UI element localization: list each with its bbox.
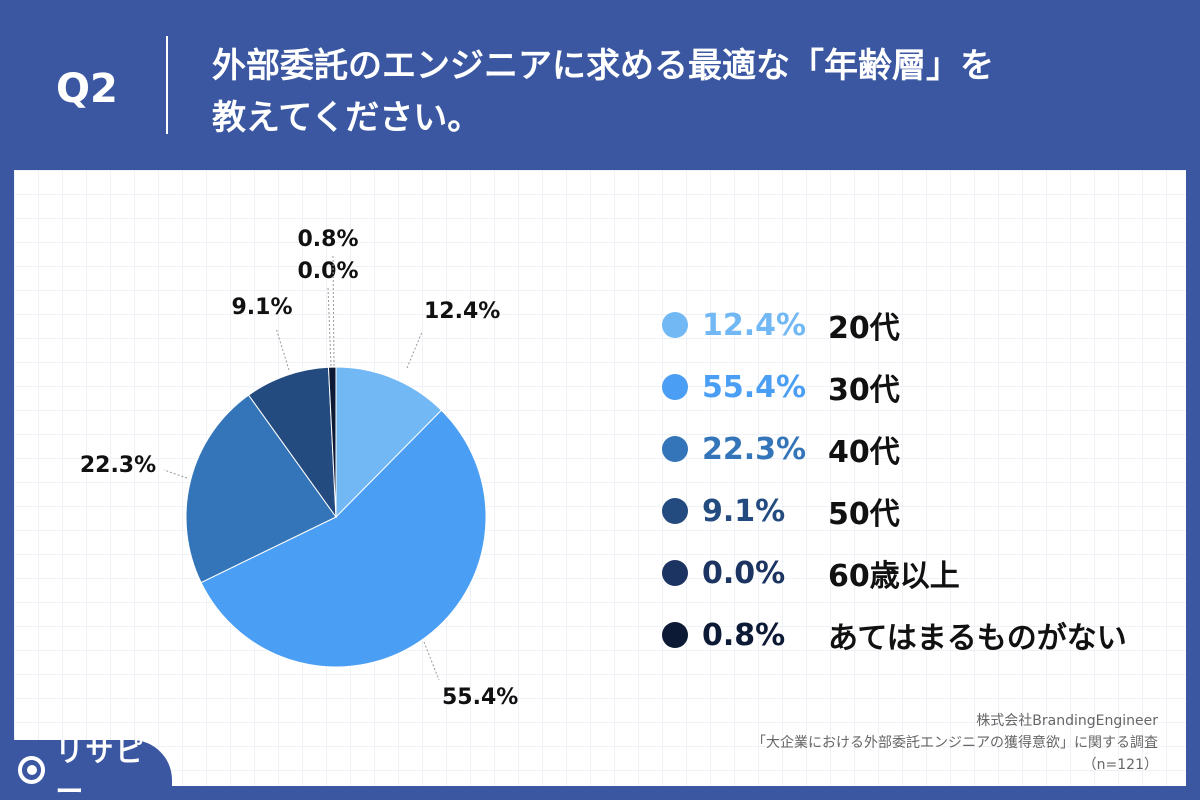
- data-label-3: 22.3%: [80, 453, 156, 478]
- legend-item: 55.4% 30代: [662, 356, 1127, 418]
- header-divider: [166, 36, 168, 134]
- legend-item: 22.3% 40代: [662, 418, 1127, 480]
- data-label-1: 12.4%: [424, 299, 500, 324]
- leader-line-1: [406, 331, 423, 369]
- pie-slice-6: [327, 366, 337, 518]
- source-company: 株式会社BrandingEngineer: [976, 713, 1158, 729]
- pie-chart: 12.4% 55.4% 22.3% 9.1%0.0% 0.8%: [80, 227, 518, 710]
- pie-slice-2: [200, 409, 487, 668]
- legend-value: 0.8%: [702, 617, 786, 653]
- legend-value: 22.3%: [702, 431, 807, 467]
- legend-value: 0.0%: [702, 555, 786, 591]
- question-number: Q2: [56, 66, 118, 112]
- chart-legend: 12.4% 20代 55.4% 30代 22.3% 40代 9.1% 50代 0.0% 60歳以上…: [662, 294, 1127, 666]
- legend-swatch: [662, 498, 688, 524]
- brand-badge: リサピー: [0, 735, 172, 800]
- legend-item: 9.1% 50代: [662, 480, 1127, 542]
- legend-swatch: [662, 312, 688, 338]
- brand-name: リサピー: [55, 735, 146, 800]
- question-title-line-2: 教えてください。: [212, 98, 482, 138]
- data-label-5: 0.0%: [297, 259, 358, 284]
- legend-label: 60歳以上: [828, 559, 960, 594]
- legend-label: あてはまるものがない: [828, 621, 1127, 656]
- location-pin-icon: [18, 756, 46, 784]
- source-sample: （n=121）: [1082, 757, 1158, 773]
- chart-panel: 12.4% 55.4% 22.3% 9.1% 0.0% 0.8% 12.4% 20代 55.4…: [14, 170, 1186, 786]
- legend-label: 30代: [828, 373, 900, 408]
- legend-swatch: [662, 560, 688, 586]
- source-note: 株式会社BrandingEngineer 「大企業における外部委託エンジニアの獲…: [752, 710, 1158, 776]
- legend-label: 50代: [828, 497, 900, 532]
- leader-line-3: [163, 469, 188, 479]
- legend-swatch: [662, 374, 688, 400]
- legend-value: 12.4%: [702, 307, 807, 343]
- legend-label: 40代: [828, 435, 900, 470]
- legend-item: 0.0% 60歳以上: [662, 542, 1127, 604]
- leader-line-2: [423, 641, 440, 681]
- question-title: 外部委託のエンジニアに求める最適な「年齢層」を 教えてください。: [212, 40, 1112, 144]
- leader-line-4: [275, 327, 290, 371]
- legend-item: 12.4% 20代: [662, 294, 1127, 356]
- leader-line-5: [327, 287, 332, 367]
- pie-slice-1: [335, 366, 443, 519]
- legend-value: 9.1%: [702, 493, 786, 529]
- source-survey: 「大企業における外部委託エンジニアの獲得意欲」に関する調査: [752, 735, 1158, 751]
- data-label-6: 0.8%: [297, 227, 358, 252]
- legend-value: 55.4%: [702, 369, 807, 405]
- question-title-line-1: 外部委託のエンジニアに求める最適な「年齢層」を: [212, 46, 994, 86]
- pie-slice-4: [247, 366, 337, 519]
- pie-slice-3: [185, 394, 337, 584]
- legend-swatch: [662, 436, 688, 462]
- data-label-4: 9.1%: [231, 295, 292, 320]
- legend-swatch: [662, 622, 688, 648]
- data-label-2: 55.4%: [442, 685, 518, 710]
- legend-label: 20代: [828, 311, 900, 346]
- legend-item: 0.8% あてはまるものがない: [662, 604, 1127, 666]
